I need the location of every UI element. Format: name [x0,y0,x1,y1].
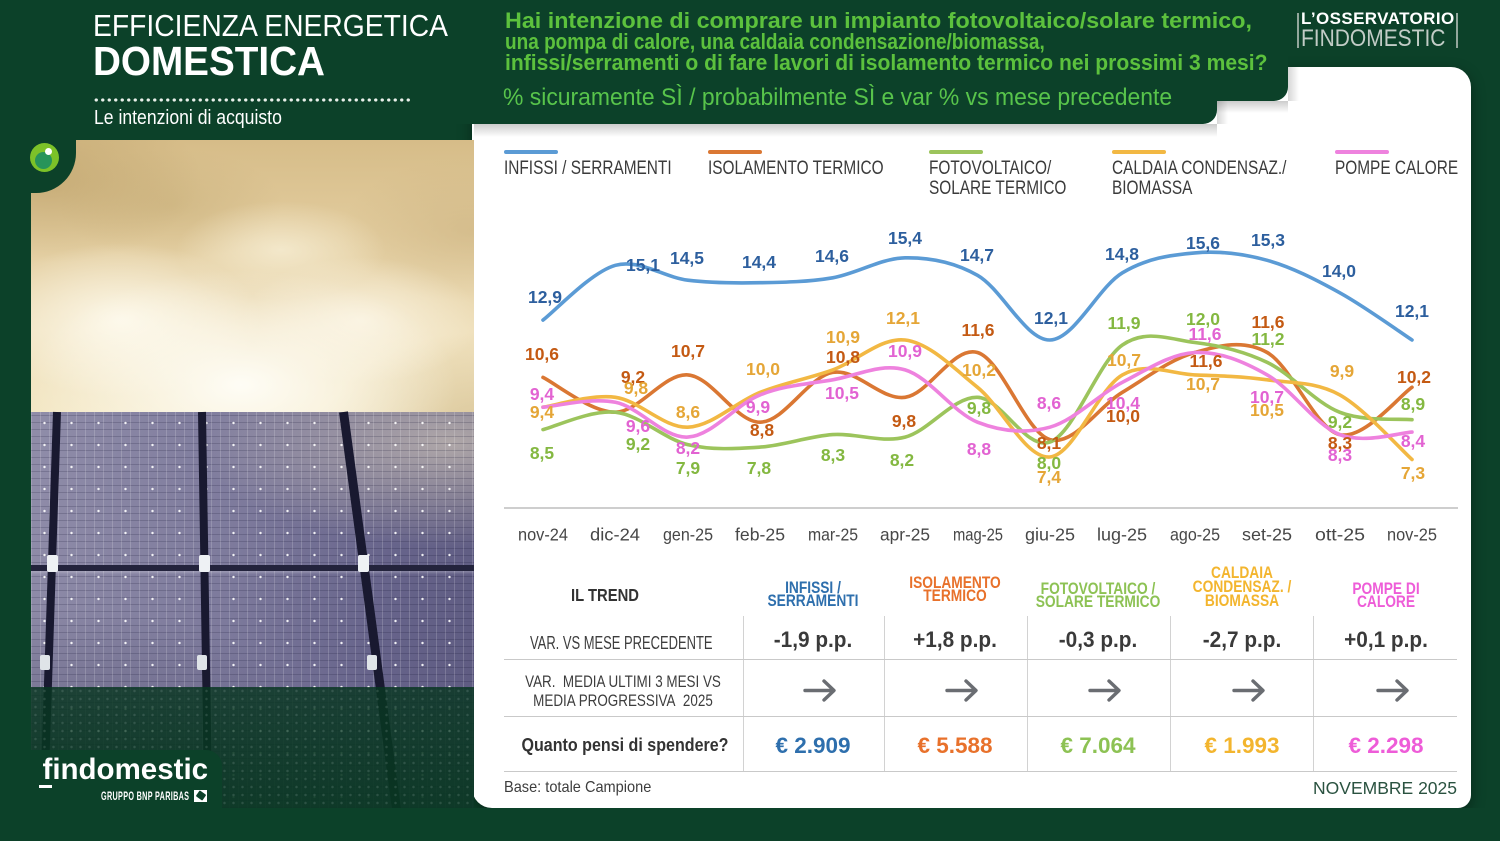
svg-text:12,1: 12,1 [1395,301,1429,321]
svg-text:8,1: 8,1 [1037,433,1062,453]
svg-text:11,6: 11,6 [1188,324,1221,344]
svg-text:nov-24: nov-24 [518,525,568,545]
svg-text:mag-25: mag-25 [953,525,1003,545]
svg-text:9,4: 9,4 [530,402,555,422]
svg-text:10,9: 10,9 [826,327,860,347]
svg-text:8,9: 8,9 [1401,394,1426,414]
svg-text:8,3: 8,3 [1328,433,1353,453]
svg-text:mar-25: mar-25 [808,525,858,545]
svg-text:10,2: 10,2 [962,360,996,380]
svg-text:9,2: 9,2 [621,367,646,387]
svg-text:9,2: 9,2 [626,434,651,454]
svg-text:8,8: 8,8 [967,439,992,459]
svg-text:8,3: 8,3 [821,445,846,465]
svg-text:9,9: 9,9 [746,397,771,417]
svg-text:9,9: 9,9 [1330,361,1355,381]
svg-text:14,4: 14,4 [742,252,776,272]
svg-text:ott-25: ott-25 [1315,525,1365,545]
svg-text:11,6: 11,6 [1189,351,1222,371]
svg-text:10,6: 10,6 [525,344,559,364]
svg-text:9,2: 9,2 [1328,412,1353,432]
svg-text:11,9: 11,9 [1107,313,1140,333]
svg-text:giu-25: giu-25 [1025,525,1075,545]
svg-text:15,6: 15,6 [1186,233,1220,253]
svg-text:8,0: 8,0 [1037,453,1062,473]
svg-text:10,5: 10,5 [1250,400,1284,420]
svg-text:7,3: 7,3 [1401,463,1426,483]
svg-text:feb-25: feb-25 [735,525,785,545]
svg-text:14,0: 14,0 [1322,261,1356,281]
svg-text:12,1: 12,1 [1034,308,1068,328]
svg-text:12,1: 12,1 [886,308,920,328]
svg-text:9,8: 9,8 [967,398,992,418]
svg-text:11,6: 11,6 [1251,312,1284,332]
svg-text:10,7: 10,7 [1250,387,1284,407]
svg-text:dic-24: dic-24 [590,525,640,545]
svg-text:10,7: 10,7 [1107,350,1141,370]
svg-text:9,8: 9,8 [892,411,917,431]
svg-text:7,9: 7,9 [676,458,701,478]
svg-text:10,0: 10,0 [1106,406,1140,426]
svg-text:8,6: 8,6 [676,402,701,422]
svg-text:10,0: 10,0 [746,359,780,379]
svg-text:10,9: 10,9 [888,341,922,361]
svg-text:9,4: 9,4 [530,384,555,404]
svg-text:9,8: 9,8 [624,378,649,398]
svg-text:12,9: 12,9 [528,287,562,307]
svg-text:12,0: 12,0 [1186,309,1220,329]
svg-text:8,2: 8,2 [890,450,915,470]
svg-text:10,8: 10,8 [826,347,860,367]
svg-text:7,4: 7,4 [1037,467,1062,487]
svg-text:8,2: 8,2 [676,438,701,458]
svg-text:ago-25: ago-25 [1170,525,1220,545]
svg-text:9,6: 9,6 [626,416,651,436]
svg-text:lug-25: lug-25 [1097,525,1147,545]
svg-text:apr-25: apr-25 [880,525,930,545]
svg-text:set-25: set-25 [1242,525,1292,545]
svg-text:11,2: 11,2 [1251,329,1284,349]
svg-text:14,6: 14,6 [815,246,849,266]
svg-text:nov-25: nov-25 [1387,525,1437,545]
svg-text:10,2: 10,2 [1397,367,1431,387]
svg-text:15,4: 15,4 [888,228,922,248]
svg-text:14,8: 14,8 [1105,244,1139,264]
svg-text:10,7: 10,7 [1186,374,1220,394]
svg-text:15,1: 15,1 [626,255,660,275]
svg-text:10,5: 10,5 [825,383,859,403]
svg-text:11,6: 11,6 [961,320,994,340]
svg-text:10,4: 10,4 [1106,393,1140,413]
svg-text:14,7: 14,7 [960,245,994,265]
svg-text:14,5: 14,5 [670,248,704,268]
svg-text:15,3: 15,3 [1251,230,1285,250]
svg-text:8,4: 8,4 [1401,431,1426,451]
svg-text:8,8: 8,8 [750,420,775,440]
svg-text:8,3: 8,3 [1328,445,1353,465]
svg-text:7,8: 7,8 [747,458,772,478]
svg-text:8,6: 8,6 [1037,393,1062,413]
svg-text:10,7: 10,7 [671,341,705,361]
svg-text:8,5: 8,5 [530,443,555,463]
svg-text:gen-25: gen-25 [663,525,713,545]
